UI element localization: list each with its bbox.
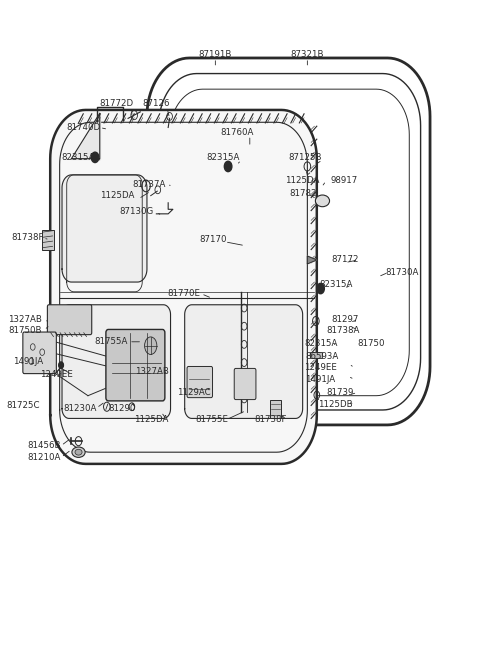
Polygon shape <box>62 175 147 282</box>
Text: 87170: 87170 <box>199 235 227 244</box>
Text: 1327AB: 1327AB <box>135 367 168 376</box>
Text: 87126: 87126 <box>143 99 170 108</box>
Text: 1129AC: 1129AC <box>177 388 211 397</box>
Text: 81739: 81739 <box>327 388 354 397</box>
Polygon shape <box>185 305 303 419</box>
Text: 81738F: 81738F <box>12 233 44 242</box>
Ellipse shape <box>141 332 160 360</box>
Text: 81772D: 81772D <box>99 99 133 108</box>
FancyBboxPatch shape <box>106 329 165 401</box>
Text: 87191B: 87191B <box>199 50 232 59</box>
Text: 81770E: 81770E <box>167 290 200 298</box>
Text: 1491JA: 1491JA <box>13 357 43 365</box>
Text: 87321B: 87321B <box>290 50 324 59</box>
Text: 87125B: 87125B <box>288 153 322 162</box>
Text: 81755A: 81755A <box>95 337 128 346</box>
Text: 1125DA: 1125DA <box>133 415 168 424</box>
Text: 82315A: 82315A <box>304 339 337 348</box>
Ellipse shape <box>144 337 157 354</box>
FancyBboxPatch shape <box>23 332 56 373</box>
Text: 87130G: 87130G <box>120 208 154 216</box>
Text: 81210A: 81210A <box>27 453 61 462</box>
Text: 1249EE: 1249EE <box>304 364 337 372</box>
Polygon shape <box>72 113 100 159</box>
Circle shape <box>91 152 99 162</box>
Text: 1249EE: 1249EE <box>40 370 73 379</box>
Text: 1491JA: 1491JA <box>305 375 336 384</box>
Text: 81738A: 81738A <box>326 326 360 335</box>
Text: 81290: 81290 <box>108 403 136 413</box>
Text: 81297: 81297 <box>331 315 359 324</box>
Text: 1125DB: 1125DB <box>318 400 353 409</box>
Polygon shape <box>62 305 170 419</box>
Ellipse shape <box>75 449 82 455</box>
Text: 86593A: 86593A <box>305 352 338 360</box>
Text: 81760A: 81760A <box>220 128 253 137</box>
Polygon shape <box>50 110 317 464</box>
Bar <box>310 352 322 358</box>
Bar <box>42 230 53 250</box>
Circle shape <box>317 284 324 293</box>
Text: 81456B: 81456B <box>27 441 61 450</box>
Text: 81730A: 81730A <box>385 268 419 277</box>
Text: 1125DA: 1125DA <box>286 176 320 185</box>
FancyBboxPatch shape <box>234 368 256 400</box>
Text: 82315A: 82315A <box>62 153 95 162</box>
FancyBboxPatch shape <box>48 305 92 335</box>
Text: 81782: 81782 <box>289 189 316 198</box>
Text: 81750B: 81750B <box>9 326 42 335</box>
Text: 1125DA: 1125DA <box>100 191 135 200</box>
Circle shape <box>224 161 232 172</box>
Text: 81737A: 81737A <box>132 180 166 189</box>
Text: 81725C: 81725C <box>7 401 40 410</box>
Text: 81230A: 81230A <box>63 403 96 413</box>
Text: 1327AB: 1327AB <box>8 315 42 324</box>
Circle shape <box>59 362 63 368</box>
FancyBboxPatch shape <box>187 366 213 398</box>
Text: 81738F: 81738F <box>254 415 287 424</box>
Ellipse shape <box>315 195 330 207</box>
Text: 82315A: 82315A <box>207 153 240 162</box>
Bar <box>270 400 281 419</box>
Text: 81740D: 81740D <box>66 123 100 132</box>
Text: 98917: 98917 <box>331 176 358 185</box>
Ellipse shape <box>72 447 85 457</box>
Text: 82315A: 82315A <box>319 280 352 289</box>
Text: 81750: 81750 <box>357 339 385 348</box>
Text: 87172: 87172 <box>331 255 359 265</box>
Polygon shape <box>307 256 317 264</box>
Text: 81755E: 81755E <box>195 415 228 424</box>
